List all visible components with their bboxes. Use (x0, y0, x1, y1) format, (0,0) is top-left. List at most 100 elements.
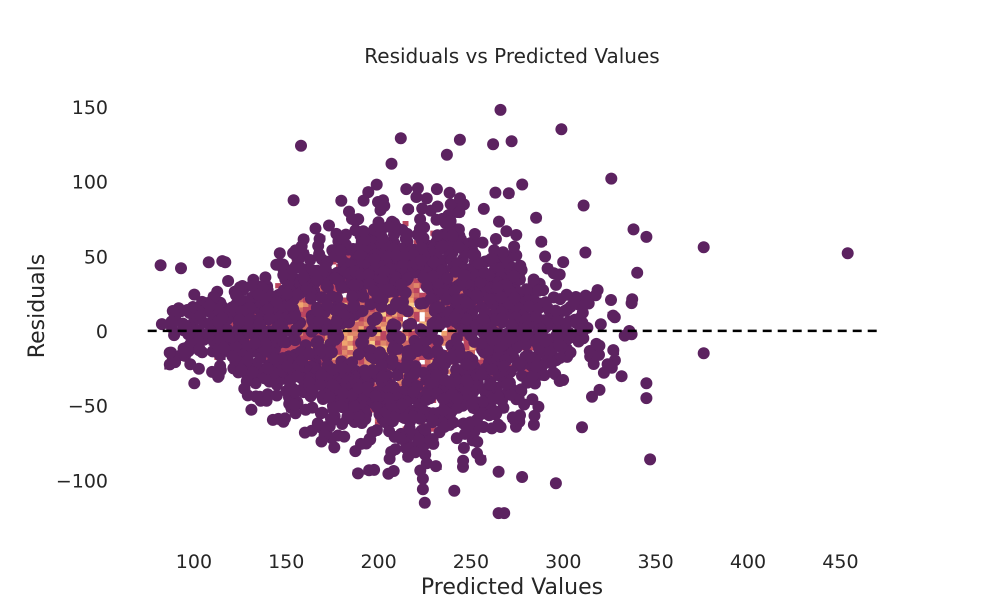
scatter-point (418, 496, 431, 509)
scatter-point (478, 266, 491, 279)
scatter-point (451, 401, 464, 414)
scatter-point (514, 409, 526, 422)
scatter-point (468, 228, 481, 240)
density-cell (413, 278, 420, 284)
scatter-point (348, 279, 361, 291)
scatter-point (398, 412, 411, 424)
scatter-point (413, 433, 425, 446)
scatter-point (222, 275, 235, 287)
density-cell (308, 335, 315, 341)
scatter-point (411, 182, 424, 195)
scatter-point (342, 410, 355, 423)
y-axis-label: Residuals (25, 254, 50, 358)
scatter-point (424, 292, 437, 305)
scatter-point (383, 425, 396, 438)
scatter-point (382, 220, 395, 233)
scatter-point (504, 388, 517, 401)
density-cell (286, 345, 293, 351)
scatter-point (414, 297, 427, 310)
y-tick-label: 150 (72, 97, 108, 119)
scatter-point (523, 300, 536, 313)
density-cell (363, 359, 370, 365)
scatter-point (304, 292, 317, 305)
x-tick-label: 450 (822, 551, 858, 573)
density-cell (336, 345, 342, 351)
scatter-point (375, 273, 388, 286)
scatter-point (550, 329, 563, 342)
density-cell (347, 345, 354, 351)
scatter-point (219, 256, 232, 269)
scatter-point (697, 347, 710, 360)
scatter-point (230, 289, 242, 302)
scatter-point (290, 323, 303, 336)
scatter-point (270, 389, 283, 402)
scatter-point (460, 313, 473, 326)
scatter-point (489, 233, 502, 245)
scatter-point (188, 288, 201, 301)
density-cell (347, 330, 354, 337)
scatter-point (462, 418, 475, 431)
density-cell (402, 221, 409, 227)
scatter-point (338, 430, 351, 443)
density-cell (413, 287, 420, 294)
scatter-point (493, 215, 505, 228)
scatter-point (281, 287, 294, 300)
scatter-point (353, 249, 366, 262)
scatter-point (504, 318, 517, 331)
scatter-point (572, 335, 585, 348)
density-cell (380, 311, 387, 317)
scatter-point (504, 332, 517, 345)
scatter-point (222, 330, 235, 343)
scatter-point (420, 457, 433, 470)
scatter-point (545, 357, 558, 370)
density-cell (369, 340, 376, 346)
scatter-point (329, 333, 342, 346)
density-cell (352, 335, 359, 341)
density-cell (358, 326, 365, 332)
scatter-point (311, 417, 324, 430)
scatter-point (411, 228, 424, 241)
scatter-point (505, 135, 518, 148)
scatter-point (427, 256, 440, 269)
scatter-point (457, 441, 470, 454)
y-tick-label: 100 (72, 172, 108, 194)
scatter-point (541, 262, 554, 275)
density-cell (419, 354, 426, 360)
scatter-point (347, 300, 360, 313)
scatter-point (557, 256, 570, 269)
scatter-point (241, 389, 254, 402)
scatter-point (337, 387, 350, 400)
scatter-point (437, 404, 450, 417)
scatter-point (420, 280, 433, 293)
scatter-point (259, 344, 272, 357)
scatter-point (453, 206, 466, 219)
density-cell (402, 340, 409, 346)
scatter-point (335, 194, 348, 207)
scatter-point (387, 381, 400, 394)
scatter-point (527, 273, 540, 286)
scatter-point (236, 280, 249, 292)
scatter-point (387, 465, 400, 477)
scatter-point (165, 315, 178, 328)
density-cell (397, 316, 403, 322)
density-cell (358, 359, 365, 365)
scatter-point (398, 361, 411, 374)
scatter-point (366, 426, 379, 439)
density-cell (413, 292, 420, 298)
x-tick-label: 200 (360, 551, 396, 573)
scatter-point (507, 270, 520, 283)
scatter-point (494, 103, 507, 116)
density-cell (297, 302, 304, 308)
scatter-point (357, 225, 370, 238)
scatter-point (484, 378, 497, 391)
scatter-point (468, 236, 481, 249)
scatter-point (326, 378, 339, 391)
density-cell (424, 307, 431, 313)
scatter-point (246, 366, 259, 379)
scatter-point (288, 398, 301, 411)
density-cell (341, 345, 348, 351)
scatter-point (472, 257, 485, 270)
x-tick-label: 350 (637, 551, 673, 573)
scatter-point (245, 280, 258, 292)
density-cell (280, 345, 287, 351)
